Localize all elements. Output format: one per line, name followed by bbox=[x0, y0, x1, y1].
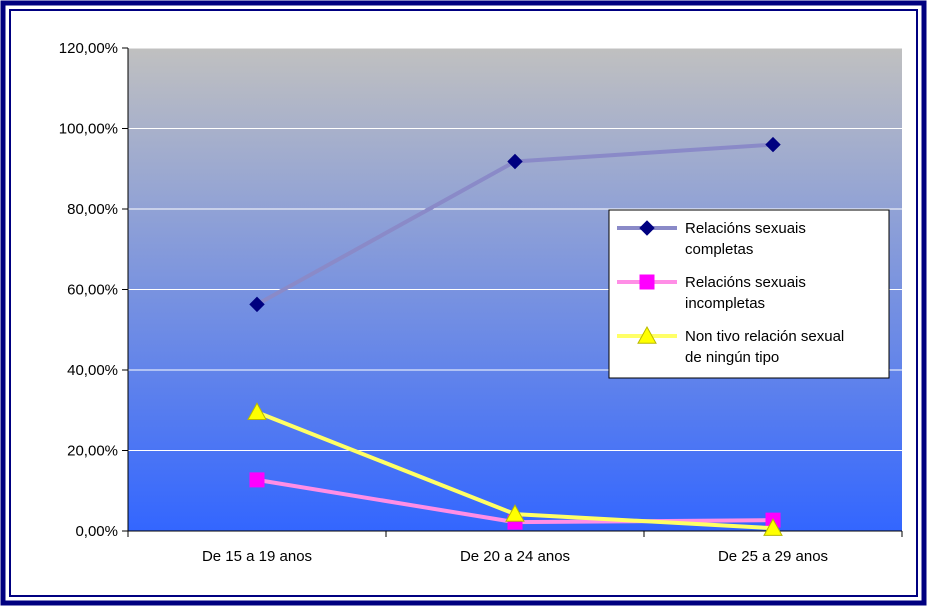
legend-swatch-marker bbox=[637, 325, 657, 344]
y-tick-label: 80,00% bbox=[67, 201, 118, 218]
y-tick-label: 120,00% bbox=[59, 40, 118, 57]
legend-label: Relacións sexuais bbox=[685, 274, 806, 291]
inner-border bbox=[9, 9, 918, 597]
legend-swatch-marker bbox=[639, 220, 655, 236]
x-tick-label: De 15 a 19 anos bbox=[202, 548, 312, 565]
y-tick-label: 20,00% bbox=[67, 443, 118, 460]
x-tick-label: De 25 a 29 anos bbox=[718, 548, 828, 565]
y-tick-label: 100,00% bbox=[59, 121, 118, 138]
legend-swatch-marker bbox=[639, 274, 655, 290]
y-tick-label: 0,00% bbox=[75, 523, 118, 540]
legend-label: Non tivo relación sexual bbox=[685, 328, 844, 345]
legend-label: incompletas bbox=[685, 295, 765, 312]
y-tick-label: 40,00% bbox=[67, 362, 118, 379]
y-tick-label: 60,00% bbox=[67, 282, 118, 299]
legend-label: de ningún tipo bbox=[685, 349, 779, 366]
legend-box bbox=[608, 209, 890, 379]
data-point-series-1 bbox=[249, 296, 265, 313]
data-point-series-3 bbox=[505, 504, 525, 522]
data-point-series-1 bbox=[507, 153, 523, 170]
data-point-series-1 bbox=[765, 136, 781, 153]
data-point-series-3 bbox=[763, 518, 783, 536]
data-point-series-3 bbox=[247, 402, 267, 420]
data-point-series-2 bbox=[249, 472, 265, 488]
legend-label: completas bbox=[685, 241, 753, 258]
legend-label: Relacións sexuais bbox=[685, 220, 806, 237]
x-tick-label: De 20 a 24 anos bbox=[460, 548, 570, 565]
